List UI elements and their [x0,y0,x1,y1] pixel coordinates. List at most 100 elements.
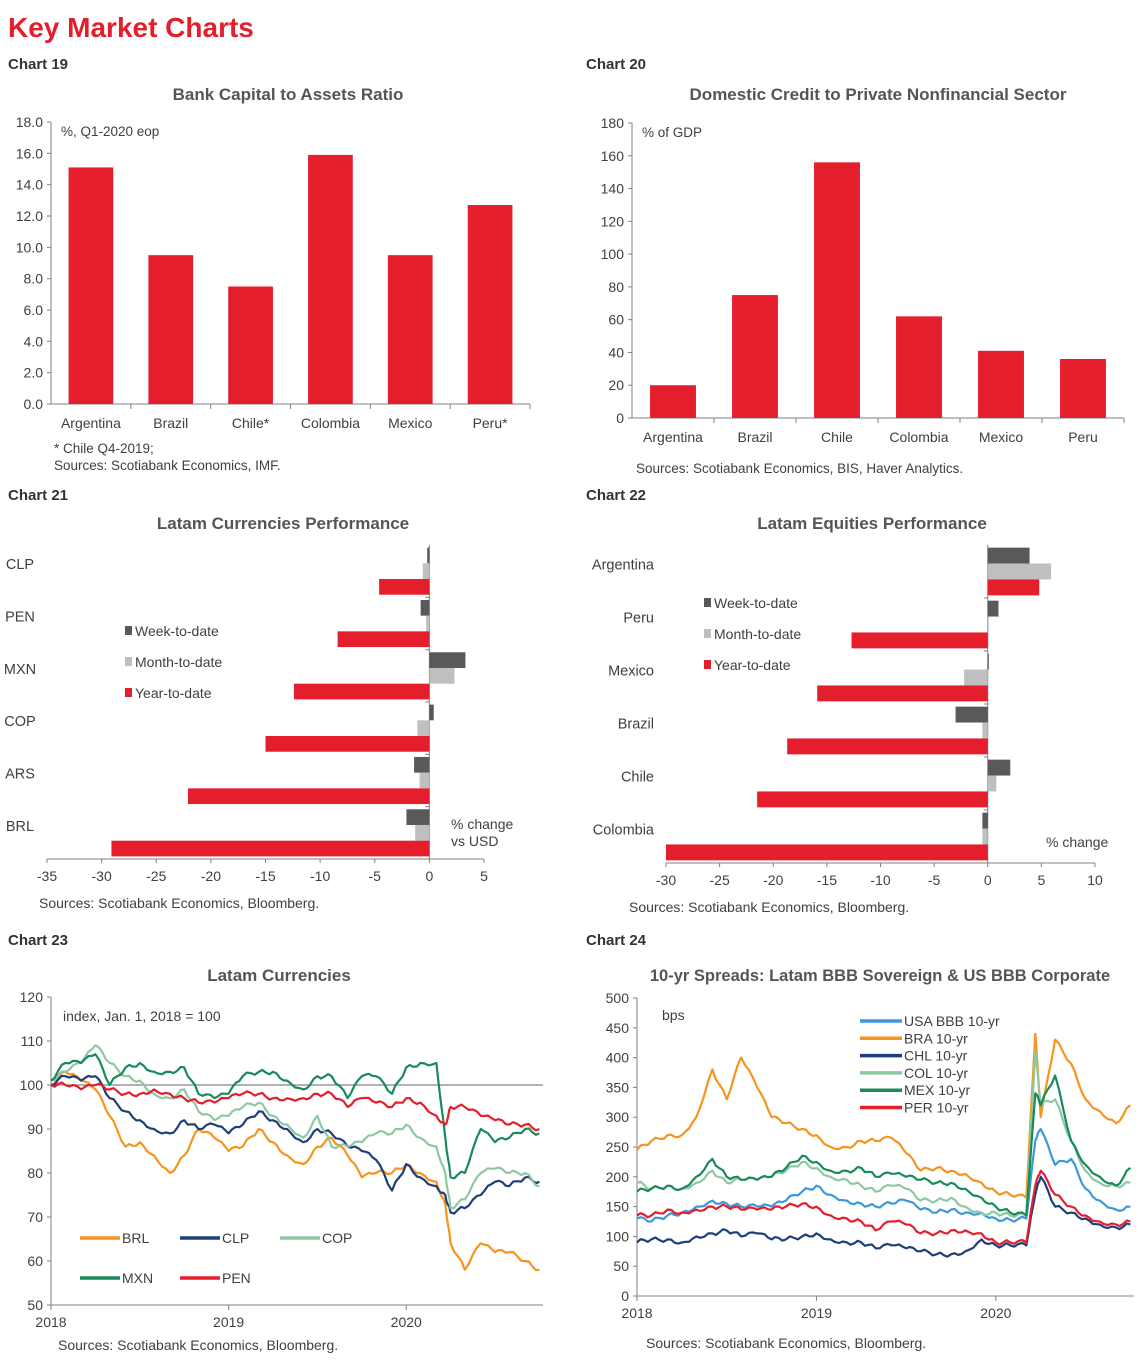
x-tick-label: 2019 [801,1305,832,1321]
bar-mxn-monthtodate [429,667,455,684]
line-per-10-yr [636,1169,1131,1246]
unit-note: vs USD [451,833,498,849]
bar-chile-monthtodate [987,775,997,792]
chart-24-panel: Chart 24 10-yr Spreads: Latam BBB Sovere… [586,932,1146,1361]
line-bra-10-yr [636,1032,1132,1199]
line-clp [50,1074,540,1215]
legend-swatch [125,688,132,697]
bar-peru [1060,359,1106,418]
line-pen [50,1081,540,1132]
footnote: Sources: Scotiabank Economics, IMF. [54,458,281,473]
legend-label: BRA 10-yr [904,1030,968,1046]
x-tick-label: Chile* [232,415,270,431]
y-tick-label: Brazil [618,717,654,733]
x-tick-label: 2020 [980,1305,1011,1321]
footnote: Sources: Scotiabank Economics, Bloomberg… [629,899,909,915]
unit-note: % change [1046,834,1108,850]
bar-colombia-monthtodate [982,828,988,845]
y-tick-label: 70 [27,1209,43,1225]
y-tick-label: 110 [21,1033,44,1049]
x-tick-label: Chile [821,429,853,445]
y-tick-label: 80 [608,279,624,295]
x-tick-label: Argentina [61,415,121,431]
footnote: Sources: Scotiabank Economics, Bloomberg… [646,1335,926,1351]
y-tick-label: Mexico [608,664,654,680]
y-tick-label: PEN [5,610,35,626]
y-tick-label: 6.0 [24,302,44,318]
line-brl [50,1070,540,1272]
bar-pen-monthtodate [426,615,430,632]
y-tick-label: 120 [20,989,44,1005]
bar-peru-yeartodate [851,632,988,649]
x-tick-label: Peru [1068,429,1098,445]
bar-peru-monthtodate [987,616,989,633]
x-tick-label: -15 [817,872,837,888]
x-tick-label: 0 [425,868,433,884]
x-tick-label: Argentina [643,429,703,445]
legend-label: BRL [122,1230,149,1246]
chart-number: Chart 22 [586,487,647,504]
x-tick-label: Brazil [153,415,188,431]
y-tick-label: 0 [621,1288,629,1304]
bar-cop-weektodate [429,704,434,721]
y-tick-label: 180 [601,115,625,131]
y-tick-label: 10.0 [16,239,43,255]
x-tick-label: 2020 [391,1314,422,1330]
x-tick-label: -30 [92,868,112,884]
legend-label: COL 10-yr [904,1065,968,1081]
chart-title: Latam Currencies Performance [157,514,409,533]
bar-peru [467,205,513,404]
x-tick-label: Colombia [301,415,360,431]
footnote: Sources: Scotiabank Economics, Bloomberg… [58,1337,338,1353]
chart-title: Latam Equities Performance [757,514,987,533]
bar-mexico [978,350,1024,418]
line-cop [50,1044,540,1210]
legend-swatch [125,657,132,666]
y-tick-label: ARS [5,767,35,783]
x-tick-label: -5 [928,872,941,888]
bar-argentina-monthtodate [987,563,1052,580]
x-tick-label: -5 [369,868,382,884]
legend-label: COP [322,1230,352,1246]
y-tick-label: 100 [601,246,625,262]
x-tick-label: 2018 [35,1314,66,1330]
x-tick-label: 2019 [213,1314,244,1330]
chart-svg: Latam Currencies Performance -35 -30 -25 -20… [4,514,514,911]
y-tick-label: 400 [606,1050,630,1066]
x-tick-label: 5 [480,868,488,884]
x-tick-label: -10 [310,868,330,884]
chart-number: Chart 21 [8,487,69,504]
x-tick-label: 5 [1037,872,1045,888]
chart-21-panel: Chart 21 Latam Currencies Performance -35… [4,487,578,927]
legend-swatch [704,660,711,669]
legend-swatch [704,629,711,638]
chart-22-panel: Chart 22 Latam Equities Performance -30 -2… [586,487,1146,927]
y-tick-label: Argentina [592,558,655,574]
x-tick-label: -30 [656,872,676,888]
footnote: Sources: Scotiabank Economics, Bloomberg… [39,895,319,911]
y-tick-label: 500 [606,990,630,1006]
y-tick-label: Chile [621,770,654,786]
legend-label: Year-to-date [714,657,791,673]
y-tick-label: 0.0 [24,396,44,412]
bar-chile-weektodate [987,759,1011,776]
y-tick-label: 12.0 [16,208,43,224]
bar-brazil [732,295,778,418]
unit-note: bps [662,1007,685,1023]
unit-note: index, Jan. 1, 2018 = 100 [63,1008,221,1024]
legend-swatch [704,598,711,607]
x-tick-label: -10 [870,872,890,888]
y-tick-label: 50 [27,1297,43,1313]
chart-number: Chart 20 [586,56,647,73]
legend-label: CHL 10-yr [904,1048,968,1064]
bar-chile [228,286,273,404]
y-tick-label: CLP [6,557,34,573]
line-usa-bbb-10-yr [636,1128,1131,1223]
x-tick-label: Brazil [737,429,772,445]
line-mxn [50,1053,540,1180]
y-tick-label: 120 [601,213,625,229]
legend-label: Month-to-date [135,654,222,670]
y-tick-label: 150 [606,1199,630,1215]
y-tick-label: MXN [4,662,36,678]
